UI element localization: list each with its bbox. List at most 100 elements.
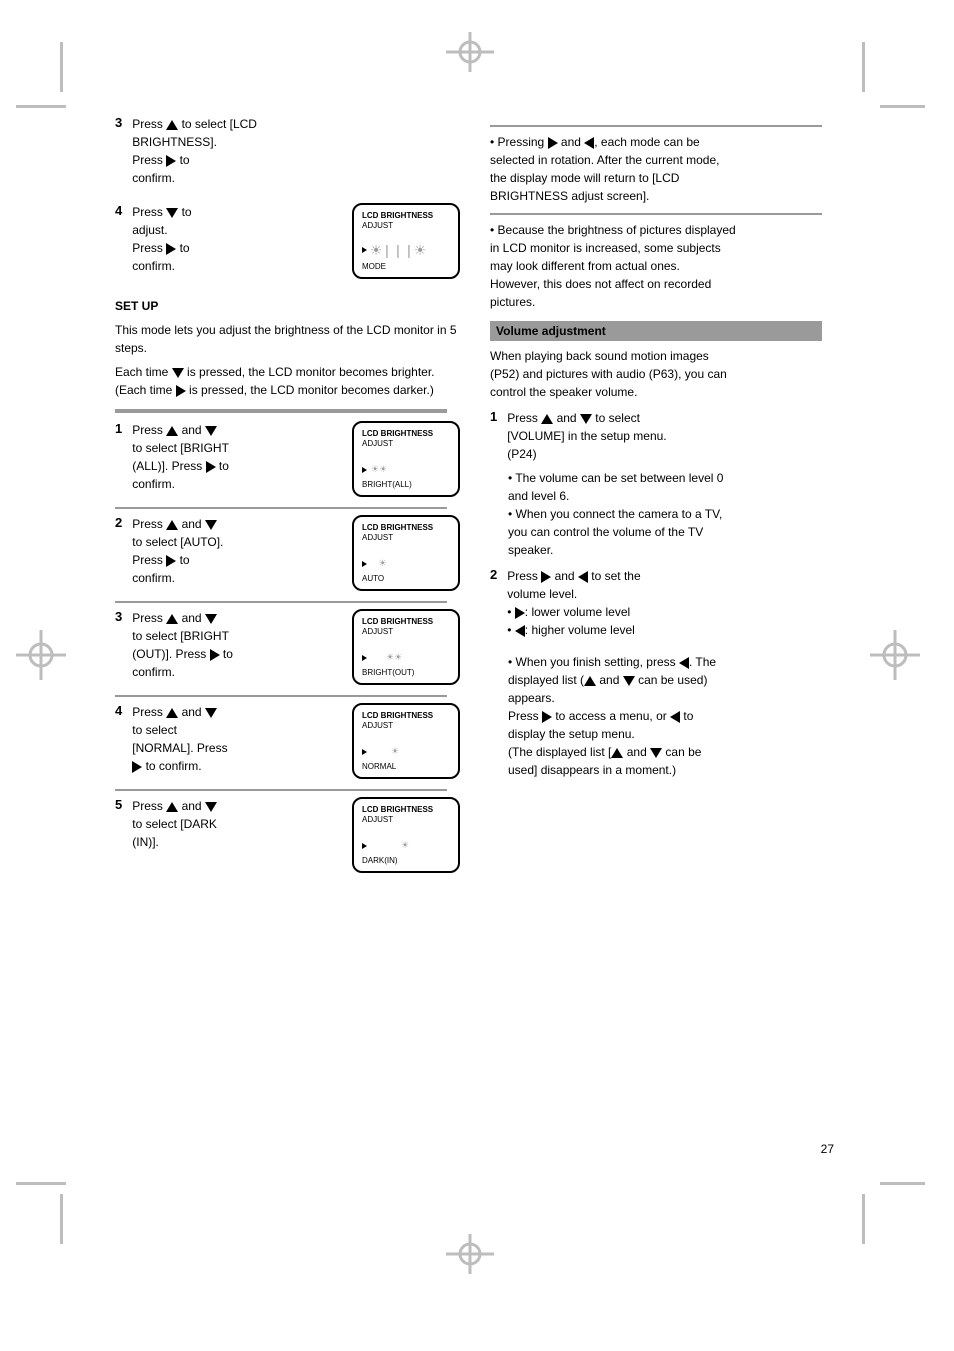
volume-finish-text: • When you finish setting, press . The d… — [508, 653, 835, 779]
lcd-mode-value: BRIGHT(OUT) — [362, 668, 414, 677]
left-arrow-icon — [578, 571, 588, 583]
setup-description: SET UP This mode lets you adjust the bri… — [115, 297, 460, 399]
up-arrow-icon — [166, 426, 178, 436]
option-number: 5 — [115, 797, 122, 812]
note-1: • Pressing and , each mode can be select… — [490, 133, 835, 205]
option-bright-all-text: Press and to select [BRIGHT (ALL)]. Pres… — [132, 421, 342, 493]
lcd-mode-value: AUTO — [362, 574, 384, 583]
up-arrow-icon — [166, 614, 178, 624]
left-arrow-icon — [584, 137, 594, 149]
right-arrow-icon — [176, 385, 186, 397]
option-auto: 2 Press and to select [AUTO]. Press to c… — [115, 515, 460, 593]
lcd-adjust-label: ADJUST — [362, 439, 450, 448]
left-column: 3 Press to select [LCD BRIGHTNESS]. Pres… — [115, 115, 460, 873]
right-arrow-icon — [210, 649, 220, 661]
divider — [115, 695, 447, 697]
down-arrow-icon — [205, 802, 217, 812]
lcd-mode-value: BRIGHT(ALL) — [362, 480, 412, 489]
section-heading-volume: Volume adjustment — [490, 321, 822, 341]
right-arrow-icon — [166, 555, 176, 567]
lcd-preview: LCD BRIGHTNESS ADJUST ☀☀ BRIGHT(ALL) — [352, 421, 460, 497]
crop-mark — [16, 105, 66, 108]
crop-mark — [880, 1182, 925, 1185]
brightness-level-icon: ☀ — [362, 840, 409, 851]
lcd-title: LCD BRIGHTNESS — [362, 211, 450, 220]
registration-mark-icon — [430, 32, 510, 72]
lcd-preview: LCD BRIGHTNESS ADJUST ☀ AUTO — [352, 515, 460, 591]
down-arrow-icon — [650, 748, 662, 758]
left-arrow-icon — [679, 657, 689, 669]
crop-mark — [60, 42, 63, 92]
right-arrow-icon — [542, 711, 552, 723]
lcd-preview: LCD BRIGHTNESS ADJUST ☀|||☀ MODE — [352, 203, 460, 279]
down-arrow-icon — [166, 208, 178, 218]
option-dark-in-text: Press and to select [DARK (IN)]. — [132, 797, 342, 851]
right-arrow-icon — [206, 461, 216, 473]
lcd-mode-value: NORMAL — [362, 762, 396, 771]
up-arrow-icon — [166, 802, 178, 812]
up-arrow-icon — [166, 708, 178, 718]
registration-mark-icon — [430, 1234, 510, 1274]
registration-mark-icon — [870, 630, 920, 680]
right-arrow-icon — [166, 243, 176, 255]
step-4: 4 Press to adjust. Press to confirm. LCD… — [115, 203, 460, 281]
right-column: • Pressing and , each mode can be select… — [490, 115, 835, 873]
setup-desc-text-2: Each time is pressed, the LCD monitor be… — [115, 363, 460, 399]
lcd-title: LCD BRIGHTNESS — [362, 805, 450, 814]
lcd-title: LCD BRIGHTNESS — [362, 617, 450, 626]
volume-step-2-text: Press and to set the volume level. • : l… — [507, 567, 835, 639]
step-3: 3 Press to select [LCD BRIGHTNESS]. Pres… — [115, 115, 460, 193]
divider — [115, 789, 447, 791]
volume-step-2: 2 Press and to set the volume level. • :… — [490, 567, 835, 645]
down-arrow-icon — [205, 426, 217, 436]
brightness-level-icon: ☀ — [362, 746, 399, 757]
lcd-preview: LCD BRIGHTNESS ADJUST ☀☀ BRIGHT(OUT) — [352, 609, 460, 685]
crop-mark — [880, 105, 925, 108]
divider — [490, 125, 822, 127]
left-arrow-icon — [670, 711, 680, 723]
step-number: 3 — [115, 115, 122, 130]
lcd-preview: LCD BRIGHTNESS ADJUST ☀ NORMAL — [352, 703, 460, 779]
option-number: 1 — [115, 421, 122, 436]
divider — [490, 213, 822, 215]
content-columns: 3 Press to select [LCD BRIGHTNESS]. Pres… — [115, 115, 835, 873]
right-arrow-icon — [541, 571, 551, 583]
volume-step-1-text: Press and to select [VOLUME] in the setu… — [507, 409, 835, 463]
down-arrow-icon — [623, 676, 635, 686]
up-arrow-icon — [611, 748, 623, 758]
divider — [115, 507, 447, 509]
setup-desc-text: This mode lets you adjust the brightness… — [115, 321, 460, 357]
crop-mark — [862, 1194, 865, 1244]
up-arrow-icon — [166, 520, 178, 530]
lcd-adjust-label: ADJUST — [362, 721, 450, 730]
lcd-adjust-label: ADJUST — [362, 627, 450, 636]
page-number: 27 — [821, 1142, 834, 1156]
right-arrow-icon — [548, 137, 558, 149]
step-3-text: Press to select [LCD BRIGHTNESS]. Press … — [132, 115, 460, 187]
step-4-text: Press to adjust. Press to confirm. — [132, 203, 342, 275]
step-number: 1 — [490, 409, 497, 424]
down-arrow-icon — [205, 708, 217, 718]
volume-intro: When playing back sound motion images (P… — [490, 347, 835, 401]
right-arrow-icon — [515, 607, 525, 619]
up-arrow-icon — [541, 414, 553, 424]
lcd-adjust-label: ADJUST — [362, 815, 450, 824]
lcd-title: LCD BRIGHTNESS — [362, 523, 450, 532]
right-arrow-icon — [166, 155, 176, 167]
lcd-preview: LCD BRIGHTNESS ADJUST ☀ DARK(IN) — [352, 797, 460, 873]
step-number: 4 — [115, 203, 122, 218]
option-auto-text: Press and to select [AUTO]. Press to con… — [132, 515, 342, 587]
divider — [115, 601, 447, 603]
step-number: 2 — [490, 567, 497, 582]
brightness-level-icon: ☀☀ — [362, 464, 387, 475]
right-arrow-icon — [132, 761, 142, 773]
crop-mark — [862, 42, 865, 92]
setup-label: SET UP — [115, 299, 158, 313]
brightness-scale-icon: ☀|||☀ — [362, 243, 425, 257]
lcd-mode-value: DARK(IN) — [362, 856, 398, 865]
up-arrow-icon — [166, 120, 178, 130]
divider — [115, 409, 447, 413]
crop-mark — [60, 1194, 63, 1244]
lcd-mode-label: MODE — [362, 262, 386, 271]
lcd-title: LCD BRIGHTNESS — [362, 429, 450, 438]
